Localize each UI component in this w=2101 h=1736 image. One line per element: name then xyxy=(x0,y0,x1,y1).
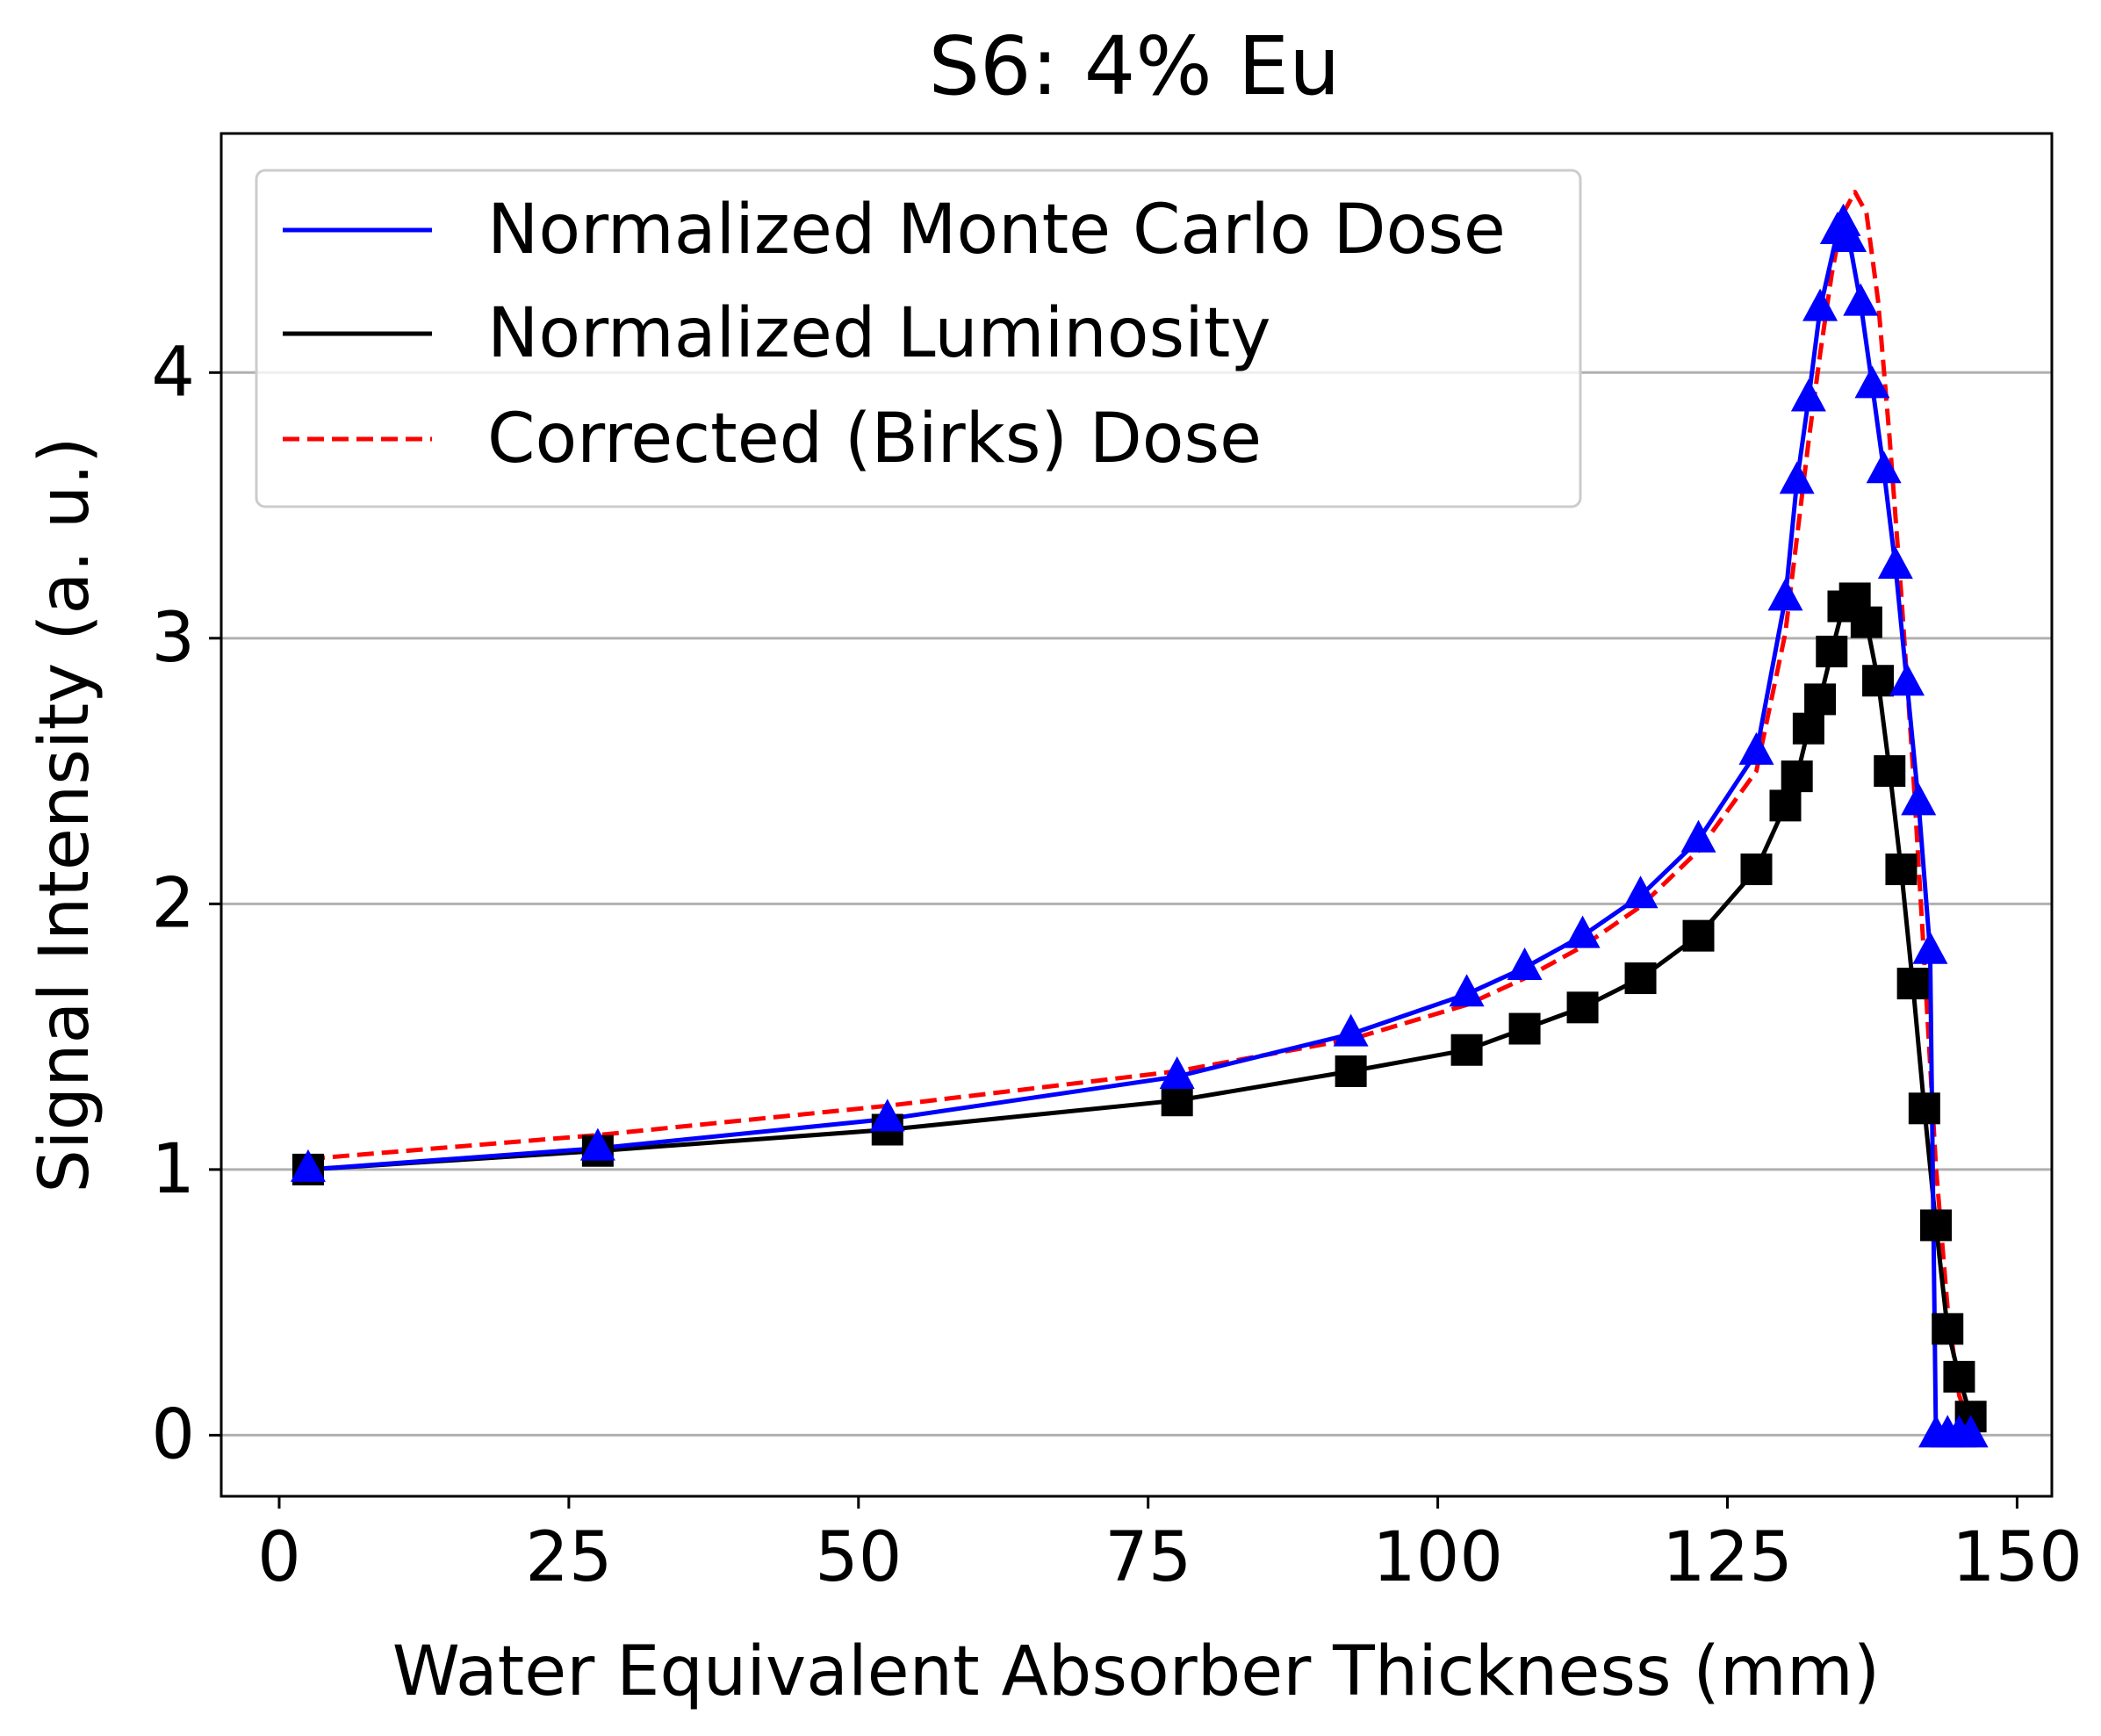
data-point-normalized-luminosity xyxy=(1450,1034,1483,1066)
data-point-normalized-monte-carlo-dose xyxy=(1779,461,1815,494)
x-tick-label: 125 xyxy=(1662,1518,1793,1597)
data-point-normalized-monte-carlo-dose xyxy=(1767,578,1803,611)
x-tick-label: 0 xyxy=(257,1518,301,1597)
data-point-normalized-luminosity xyxy=(1781,760,1813,793)
data-point-normalized-luminosity xyxy=(1624,962,1657,995)
data-point-normalized-monte-carlo-dose xyxy=(1159,1055,1195,1089)
data-point-normalized-monte-carlo-dose xyxy=(1802,288,1838,321)
data-point-normalized-luminosity xyxy=(1566,991,1599,1024)
x-tick-label: 100 xyxy=(1372,1518,1503,1597)
data-point-normalized-luminosity xyxy=(1335,1055,1367,1087)
data-point-normalized-monte-carlo-dose xyxy=(1333,1013,1369,1047)
y-tick-label: 2 xyxy=(151,864,195,943)
data-point-normalized-luminosity xyxy=(1896,968,1929,1000)
data-point-normalized-monte-carlo-dose xyxy=(1901,782,1937,816)
data-point-normalized-luminosity xyxy=(1804,683,1837,716)
data-point-normalized-monte-carlo-dose xyxy=(1953,1415,1989,1448)
data-point-normalized-luminosity xyxy=(1908,1092,1940,1125)
x-tick-label: 25 xyxy=(525,1518,612,1597)
x-tick-label: 50 xyxy=(815,1518,902,1597)
data-point-normalized-luminosity xyxy=(1769,789,1802,822)
plot-frame xyxy=(219,132,2054,1498)
x-tick-label: 150 xyxy=(1952,1518,2083,1597)
legend-label-luminosity: Normalized Luminosity xyxy=(487,294,1271,373)
y-tick-label: 0 xyxy=(151,1395,195,1474)
data-point-normalized-monte-carlo-dose xyxy=(1877,546,1913,580)
data-point-normalized-luminosity xyxy=(1885,854,1918,886)
data-point-normalized-luminosity xyxy=(1874,755,1906,788)
y-tick-label: 4 xyxy=(151,333,195,412)
data-point-normalized-monte-carlo-dose xyxy=(1449,974,1485,1007)
y-axis: 0 1 2 3 4 xyxy=(151,333,221,1474)
y-tick-label: 3 xyxy=(151,599,195,678)
data-point-normalized-luminosity xyxy=(1943,1360,1975,1393)
x-axis: 0 25 50 75 100 125 150 xyxy=(257,1496,2083,1597)
data-point-normalized-monte-carlo-dose xyxy=(1680,819,1716,853)
data-point-normalized-luminosity xyxy=(1932,1313,1964,1345)
data-point-normalized-monte-carlo-dose xyxy=(1866,450,1902,484)
data-point-normalized-monte-carlo-dose xyxy=(1912,931,1948,964)
x-tick-label: 75 xyxy=(1104,1518,1191,1597)
x-axis-label: Water Equivalent Absorber Thickness (mm) xyxy=(392,1632,1880,1711)
data-point-normalized-luminosity xyxy=(1508,1012,1541,1045)
data-point-normalized-monte-carlo-dose xyxy=(1843,283,1879,316)
data-point-normalized-luminosity xyxy=(1850,606,1882,638)
gridlines xyxy=(221,371,2052,1437)
data-point-normalized-luminosity xyxy=(1161,1084,1193,1117)
data-point-normalized-monte-carlo-dose xyxy=(1623,875,1658,909)
data-point-normalized-monte-carlo-dose xyxy=(1738,731,1774,765)
data-point-normalized-monte-carlo-dose xyxy=(1790,378,1826,412)
legend-label-birks: Corrected (Birks) Dose xyxy=(487,400,1262,479)
y-tick-label: 1 xyxy=(151,1130,195,1209)
data-point-normalized-luminosity xyxy=(1740,854,1773,886)
data-point-normalized-monte-carlo-dose xyxy=(1565,915,1601,948)
data-point-normalized-monte-carlo-dose xyxy=(1889,663,1925,696)
legend-label-monte-carlo: Normalized Monte Carlo Dose xyxy=(487,191,1506,270)
data-point-normalized-luminosity xyxy=(1682,919,1715,952)
data-point-normalized-monte-carlo-dose xyxy=(579,1127,615,1161)
data-point-normalized-monte-carlo-dose xyxy=(290,1149,326,1182)
legend: Normalized Monte Carlo Dose Normalized L… xyxy=(255,169,1582,508)
legend-box xyxy=(255,169,1582,508)
data-point-normalized-luminosity xyxy=(1920,1209,1953,1242)
data-point-normalized-luminosity xyxy=(1816,635,1848,667)
markers-layer xyxy=(290,203,1989,1448)
chart-title: S6: 4% Eu xyxy=(929,19,1341,113)
data-point-normalized-luminosity xyxy=(1862,665,1895,697)
data-point-normalized-monte-carlo-dose xyxy=(1854,365,1890,399)
y-axis-label: Signal Intensity (a. u.) xyxy=(25,436,104,1192)
data-point-normalized-monte-carlo-dose xyxy=(1831,220,1867,253)
data-point-normalized-luminosity xyxy=(1792,712,1824,745)
data-point-normalized-monte-carlo-dose xyxy=(869,1099,905,1132)
data-point-normalized-monte-carlo-dose xyxy=(1507,947,1543,980)
